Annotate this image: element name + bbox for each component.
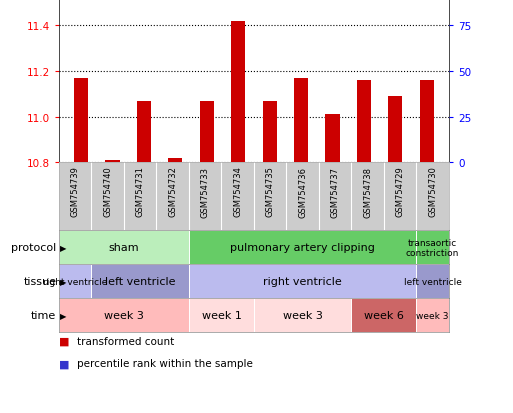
Bar <box>59 265 91 299</box>
Text: GSM754732: GSM754732 <box>168 166 177 217</box>
Bar <box>137 101 151 163</box>
Text: GSM754734: GSM754734 <box>233 166 242 217</box>
Bar <box>351 299 417 332</box>
Bar <box>417 231 449 265</box>
Bar <box>294 79 308 163</box>
Text: transformed count: transformed count <box>77 336 174 346</box>
Text: left ventricle: left ventricle <box>105 277 175 287</box>
Text: GSM754731: GSM754731 <box>136 166 145 217</box>
Bar <box>74 79 88 163</box>
Text: GSM754740: GSM754740 <box>103 166 112 217</box>
Bar <box>254 299 351 332</box>
Bar <box>200 101 214 163</box>
Bar <box>417 265 449 299</box>
Text: GSM754737: GSM754737 <box>331 166 340 217</box>
Bar <box>189 231 417 265</box>
Text: right ventricle: right ventricle <box>43 277 107 286</box>
Text: GSM754739: GSM754739 <box>71 166 80 217</box>
Bar <box>189 265 417 299</box>
Bar <box>263 101 277 163</box>
Text: GSM754733: GSM754733 <box>201 166 210 217</box>
Text: week 3: week 3 <box>417 311 449 320</box>
Text: ▶: ▶ <box>60 277 67 286</box>
Text: ■: ■ <box>59 336 69 346</box>
Text: week 6: week 6 <box>364 311 404 320</box>
Text: protocol: protocol <box>11 243 56 253</box>
Text: ▶: ▶ <box>60 243 67 252</box>
Text: pulmonary artery clipping: pulmonary artery clipping <box>230 243 375 253</box>
Bar <box>105 160 120 163</box>
Text: time: time <box>31 311 56 320</box>
Text: week 3: week 3 <box>104 311 144 320</box>
Bar <box>420 81 434 163</box>
Bar <box>417 299 449 332</box>
Text: sham: sham <box>109 243 140 253</box>
Text: week 3: week 3 <box>283 311 323 320</box>
Bar <box>91 265 189 299</box>
Text: left ventricle: left ventricle <box>404 277 462 286</box>
Bar <box>189 299 254 332</box>
Bar <box>357 81 371 163</box>
Text: GSM754729: GSM754729 <box>396 166 405 217</box>
Text: GSM754738: GSM754738 <box>363 166 372 217</box>
Text: transaortic
constriction: transaortic constriction <box>406 238 459 257</box>
Bar <box>231 22 245 163</box>
Text: tissue: tissue <box>24 277 56 287</box>
Text: GSM754736: GSM754736 <box>298 166 307 217</box>
Text: right ventricle: right ventricle <box>263 277 342 287</box>
Text: GSM754735: GSM754735 <box>266 166 274 217</box>
Bar <box>388 97 403 163</box>
Text: GSM754730: GSM754730 <box>428 166 437 217</box>
Bar <box>59 231 189 265</box>
Text: week 1: week 1 <box>202 311 242 320</box>
Bar <box>168 158 183 163</box>
Bar <box>325 115 340 163</box>
Text: ■: ■ <box>59 358 69 368</box>
Text: ▶: ▶ <box>60 311 67 320</box>
Bar <box>59 299 189 332</box>
Text: percentile rank within the sample: percentile rank within the sample <box>77 358 253 368</box>
